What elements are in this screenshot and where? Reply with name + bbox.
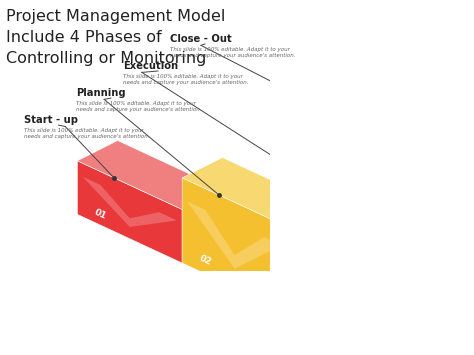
- Text: This slide is 100% editable. Adapt it to your
needs and capture your audience's : This slide is 100% editable. Adapt it to…: [123, 74, 248, 85]
- Text: Close - Out: Close - Out: [170, 34, 232, 44]
- Polygon shape: [82, 177, 177, 227]
- Text: Start - up: Start - up: [24, 115, 78, 125]
- Polygon shape: [182, 178, 287, 312]
- Polygon shape: [182, 158, 328, 226]
- Polygon shape: [397, 217, 474, 342]
- Polygon shape: [187, 202, 282, 269]
- Text: Project Management Model
Include 4 Phases of
Controlling or Monitoring: Project Management Model Include 4 Phase…: [6, 9, 226, 66]
- Text: This slide is 100% editable. Adapt it to your
needs and capture your audience's : This slide is 100% editable. Adapt it to…: [170, 47, 296, 58]
- Text: 04: 04: [408, 340, 423, 354]
- Polygon shape: [392, 223, 432, 355]
- Text: 02: 02: [198, 254, 213, 267]
- Polygon shape: [77, 141, 222, 209]
- Text: Execution: Execution: [123, 61, 178, 71]
- Text: 03: 03: [303, 299, 318, 312]
- Text: This slide is 100% editable. Adapt it to your
needs and capture your audience's : This slide is 100% editable. Adapt it to…: [24, 128, 149, 139]
- Polygon shape: [292, 226, 387, 310]
- Text: Planning: Planning: [76, 88, 126, 98]
- Text: 01: 01: [93, 208, 108, 222]
- Polygon shape: [392, 146, 474, 214]
- Polygon shape: [287, 195, 392, 355]
- Text: This slide is 100% editable. Adapt it to your
needs and capture your audience's : This slide is 100% editable. Adapt it to…: [76, 101, 201, 112]
- Polygon shape: [287, 175, 432, 244]
- Polygon shape: [287, 206, 328, 312]
- Polygon shape: [182, 189, 222, 263]
- Polygon shape: [77, 161, 182, 263]
- Polygon shape: [392, 166, 474, 355]
